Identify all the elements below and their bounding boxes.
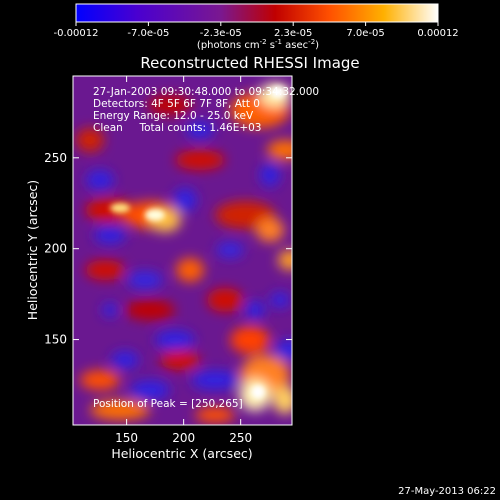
colorbar-tick-label: -0.00012 — [54, 28, 99, 39]
colorbar-tick-label: 7.0e-05 — [346, 28, 384, 39]
y-tick-label: 250 — [44, 151, 67, 165]
image-info: 27-Jan-2003 09:30:48.000 to 09:34:32.000… — [93, 86, 319, 410]
y-tick-label: 150 — [44, 333, 67, 347]
axis-ticks: 150 200 250 250 200 150 — [44, 76, 292, 445]
plot-title: Reconstructed RHESSI Image — [140, 54, 359, 72]
y-axis-label: Heliocentric Y (arcsec) — [25, 180, 40, 320]
colorbar-tick-label: -7.0e-05 — [127, 28, 169, 39]
colorbar-gradient — [76, 4, 438, 22]
info-time-range: 27-Jan-2003 09:30:48.000 to 09:34:32.000 — [93, 86, 319, 98]
x-axis-label: Heliocentric X (arcsec) — [111, 446, 252, 461]
y-tick-label: 200 — [44, 242, 67, 256]
info-energy-range: Energy Range: 12.0 - 25.0 keV — [93, 110, 254, 122]
info-clean-counts: Clean Total counts: 1.46E+03 — [93, 122, 262, 134]
x-tick-label: 200 — [172, 431, 195, 445]
colorbar-tick-label: 0.00012 — [417, 28, 458, 39]
colorbar-ticks: -0.00012 -7.0e-05 -2.3e-05 2.3e-05 7.0e-05 0.… — [54, 22, 459, 39]
colorbar-units: (photons cm-2 s-1 asec-2) — [197, 38, 319, 51]
x-tick-label: 250 — [229, 431, 252, 445]
x-tick-label: 150 — [115, 431, 138, 445]
peak-position: Position of Peak = [250,265] — [93, 398, 243, 410]
info-detectors: Detectors: 4F 5F 6F 7F 8F, Att 0 — [93, 98, 260, 110]
colorbar-frame — [75, 3, 439, 23]
plot-frame — [72, 75, 293, 426]
colorbar-tick-label: 2.3e-05 — [274, 28, 312, 39]
colorbar: -0.00012 -7.0e-05 -2.3e-05 2.3e-05 7.0e-05 0.… — [54, 3, 459, 51]
colorbar-tick-label: -2.3e-05 — [200, 28, 242, 39]
image-area — [73, 76, 292, 425]
timestamp: 27-May-2013 06:22 — [398, 486, 496, 497]
